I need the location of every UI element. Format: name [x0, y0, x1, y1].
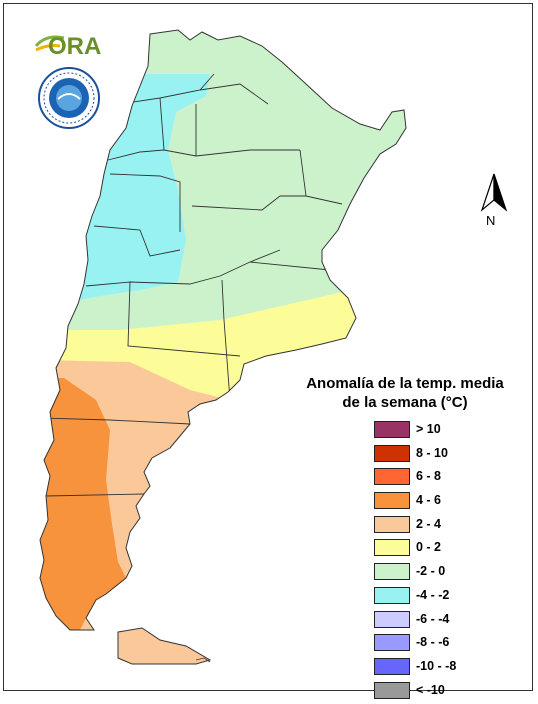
- legend-label: 4 - 6: [416, 493, 442, 508]
- legend-swatch: [374, 444, 410, 462]
- legend-swatch: [374, 563, 410, 581]
- legend-title-line2: de la semana (°C): [342, 394, 468, 411]
- legend-swatch: [374, 421, 410, 438]
- legend-label: -10 - -8: [416, 658, 457, 673]
- legend-swatch: [374, 515, 410, 533]
- legend-swatch: [374, 492, 410, 510]
- north-label: N: [486, 213, 496, 228]
- legend-swatch: [374, 681, 410, 699]
- ora-logo-text: ORA: [48, 33, 101, 60]
- legend-swatch: [374, 468, 410, 486]
- legend-label: -2 - 0: [416, 564, 446, 579]
- legend-label: > 10: [416, 422, 441, 436]
- legend-label: -6 - -4: [416, 611, 450, 626]
- legend-title-line1: Anomalía de la temp. media: [306, 375, 504, 392]
- legend-label: 0 - 2: [416, 540, 442, 555]
- legend-title: Anomalía de la temp. media de la semana …: [290, 374, 520, 412]
- north-arrow-icon: [478, 172, 510, 219]
- legend-swatch: [374, 610, 410, 628]
- legend-swatch: [374, 634, 410, 652]
- legend-swatch: [374, 586, 410, 604]
- legend-swatch: [374, 657, 410, 675]
- legend-label: 8 - 10: [416, 445, 448, 460]
- legend-label: 2 - 4: [416, 516, 442, 531]
- legend-label: < -10: [416, 682, 445, 697]
- legend-label: -8 - -6: [416, 635, 450, 650]
- ora-logo: ORA: [34, 30, 106, 65]
- legend-swatch: [374, 539, 410, 557]
- legend-label: -4 - -2: [416, 587, 450, 602]
- smn-seal-logo: [38, 67, 100, 134]
- legend-label: 6 - 8: [416, 469, 442, 484]
